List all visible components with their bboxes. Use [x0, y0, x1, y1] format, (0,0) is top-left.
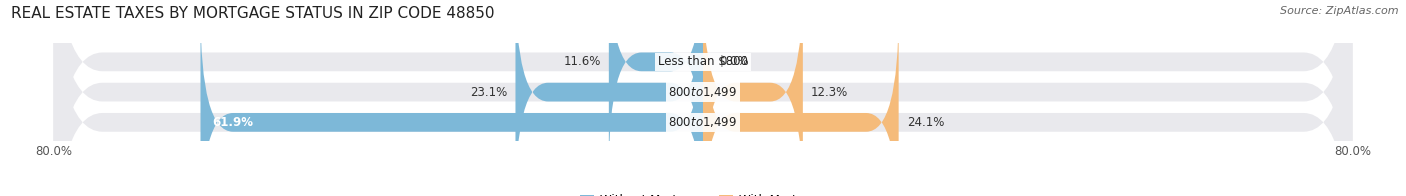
FancyBboxPatch shape: [53, 0, 1353, 196]
Text: 11.6%: 11.6%: [564, 55, 600, 68]
Text: 24.1%: 24.1%: [907, 116, 945, 129]
FancyBboxPatch shape: [609, 0, 703, 173]
Text: $800 to $1,499: $800 to $1,499: [668, 115, 738, 129]
FancyBboxPatch shape: [703, 0, 803, 196]
Text: REAL ESTATE TAXES BY MORTGAGE STATUS IN ZIP CODE 48850: REAL ESTATE TAXES BY MORTGAGE STATUS IN …: [11, 6, 495, 21]
Text: $800 to $1,499: $800 to $1,499: [668, 85, 738, 99]
Text: 12.3%: 12.3%: [811, 86, 848, 99]
Legend: Without Mortgage, With Mortgage: Without Mortgage, With Mortgage: [575, 189, 831, 196]
FancyBboxPatch shape: [516, 0, 703, 196]
Text: Source: ZipAtlas.com: Source: ZipAtlas.com: [1281, 6, 1399, 16]
Text: Less than $800: Less than $800: [658, 55, 748, 68]
FancyBboxPatch shape: [53, 0, 1353, 196]
Text: 23.1%: 23.1%: [470, 86, 508, 99]
Text: 0.0%: 0.0%: [720, 55, 749, 68]
FancyBboxPatch shape: [703, 11, 898, 196]
FancyBboxPatch shape: [53, 0, 1353, 196]
Text: 61.9%: 61.9%: [212, 116, 253, 129]
FancyBboxPatch shape: [201, 11, 703, 196]
